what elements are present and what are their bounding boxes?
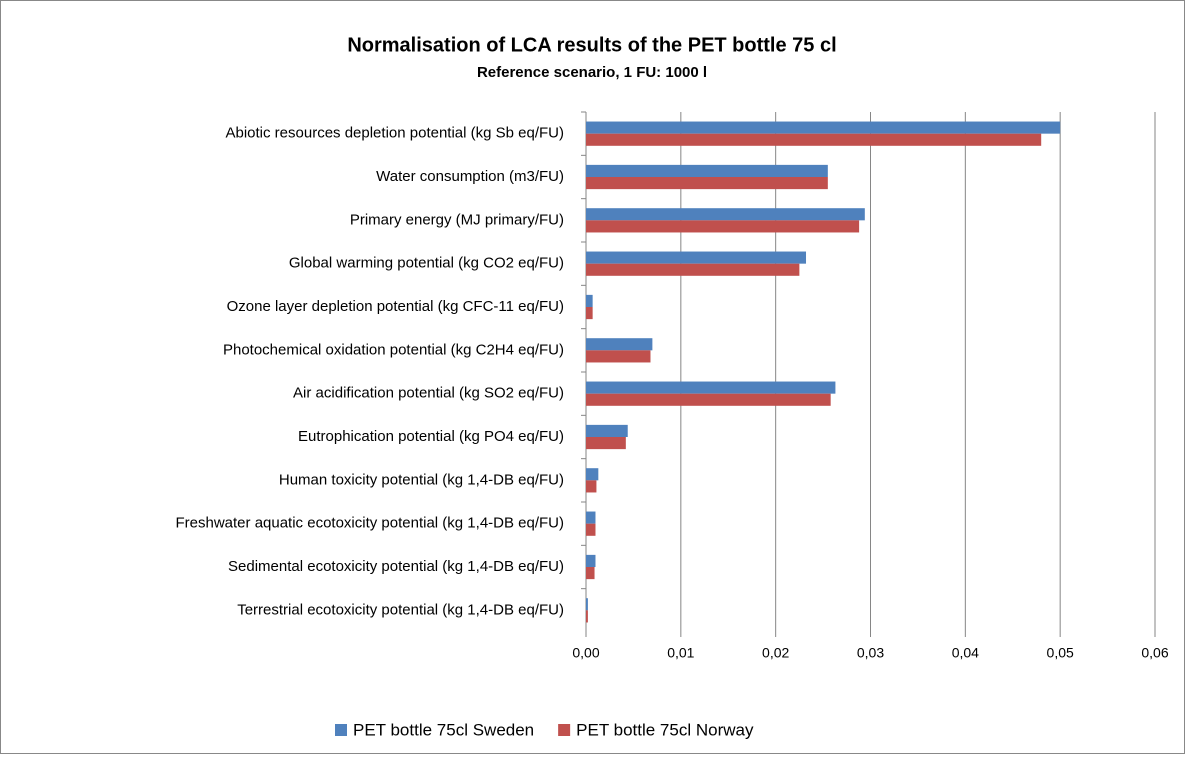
bar [586, 468, 599, 481]
y-tick-label: Photochemical oxidation potential (kg C2… [223, 341, 564, 358]
bar [586, 294, 593, 307]
bar [586, 567, 595, 580]
bar [586, 424, 628, 437]
y-tick-label: Terrestrial ecotoxicity potential (kg 1,… [237, 601, 564, 618]
bar [586, 610, 588, 623]
bar [586, 121, 1061, 134]
chart-subtitle: Reference scenario, 1 FU: 1000 l [477, 64, 707, 81]
bar [586, 554, 596, 567]
x-tick-label: 0,01 [667, 645, 694, 661]
bar [586, 177, 828, 190]
y-tick-label: Primary energy (MJ primary/FU) [350, 211, 564, 228]
legend-label: PET bottle 75cl Norway [576, 720, 754, 739]
bar [586, 220, 860, 233]
x-tick-label: 0,02 [762, 645, 789, 661]
legend-swatch [335, 724, 347, 736]
bar [586, 164, 828, 177]
bar [586, 338, 653, 351]
x-tick-label: 0,06 [1141, 645, 1168, 661]
bar [586, 208, 865, 221]
bar [586, 133, 1042, 146]
x-tick-label: 0,03 [857, 645, 884, 661]
bar [586, 381, 836, 394]
y-tick-label: Water consumption (m3/FU) [376, 168, 564, 185]
legend-swatch [558, 724, 571, 736]
y-tick-label: Ozone layer depletion potential (kg CFC-… [227, 298, 564, 315]
y-tick-label: Air acidification potential (kg SO2 eq/F… [293, 385, 564, 402]
y-tick-label: Sedimental ecotoxicity potential (kg 1,4… [228, 558, 564, 575]
bar [586, 480, 597, 493]
bar [586, 437, 626, 450]
bar [586, 307, 593, 320]
y-tick-label: Global warming potential (kg CO2 eq/FU) [289, 255, 564, 272]
legend-label: PET bottle 75cl Sweden [353, 720, 534, 739]
chart-title: Normalisation of LCA results of the PET … [347, 34, 836, 56]
y-tick-label: Human toxicity potential (kg 1,4-DB eq/F… [279, 471, 564, 488]
bar [586, 523, 596, 536]
bar [586, 251, 807, 264]
bar [586, 598, 588, 611]
bar [586, 263, 800, 276]
x-tick-label: 0,00 [572, 645, 599, 661]
bar [586, 350, 651, 363]
bar [586, 393, 831, 406]
x-tick-label: 0,04 [952, 645, 979, 661]
y-tick-label: Freshwater aquatic ecotoxicity potential… [176, 515, 565, 532]
x-tick-label: 0,05 [1047, 645, 1074, 661]
y-tick-label: Eutrophication potential (kg PO4 eq/FU) [298, 428, 564, 445]
bar [586, 511, 596, 524]
y-tick-label: Abiotic resources depletion potential (k… [225, 125, 564, 142]
